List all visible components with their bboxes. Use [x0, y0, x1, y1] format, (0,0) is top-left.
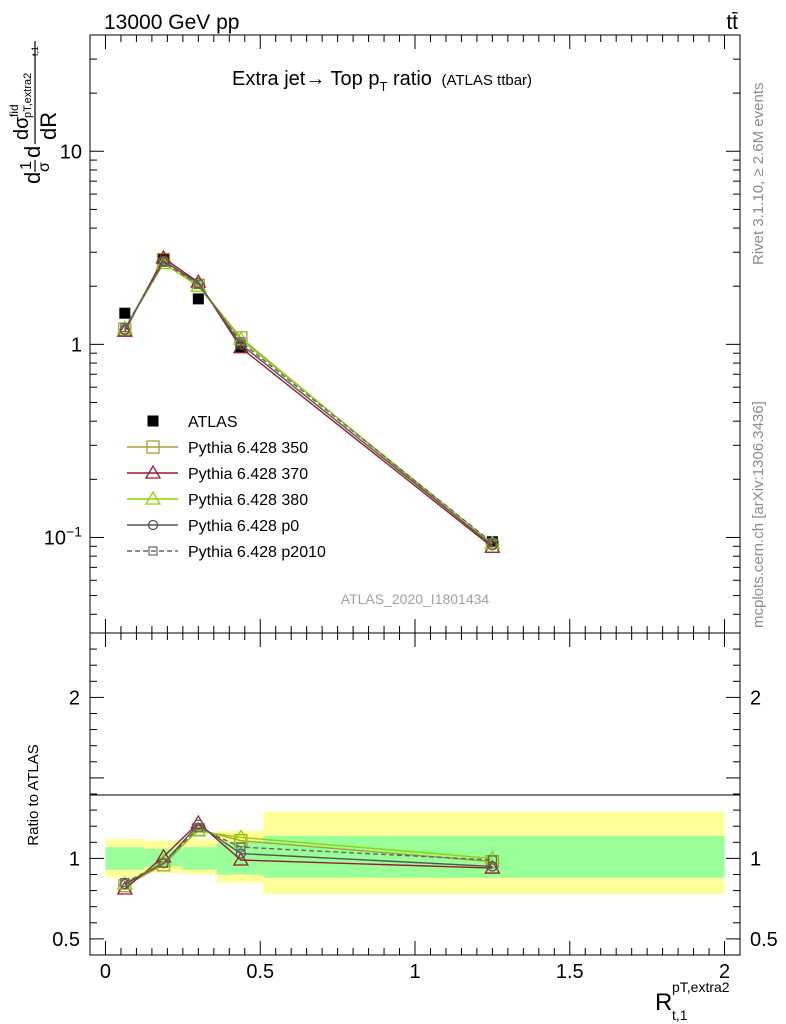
- svg-text:dR: dR: [36, 112, 61, 140]
- svg-text:1: 1: [18, 161, 35, 170]
- legend-label: Pythia 6.428 380: [188, 492, 308, 509]
- ratio-data-point: [484, 859, 501, 874]
- rivet-label: Rivet 3.1.10, ≥ 2.6M events: [750, 83, 767, 266]
- legend-marker: [146, 440, 160, 454]
- legend-marker: [148, 546, 158, 556]
- legend-label: Pythia 6.428 p2010: [188, 544, 326, 561]
- ratio-data-point: [236, 842, 246, 852]
- chart-title: Extra jet→ Top pT ratio (ATLAS ttbar): [232, 68, 532, 94]
- ratio-y-tick-label-left: 0.5: [52, 929, 80, 951]
- svg-text:t,1: t,1: [672, 1007, 688, 1023]
- svg-text:t,1: t,1: [30, 46, 40, 56]
- svg-text:pT,extra2: pT,extra2: [672, 979, 730, 995]
- ratio-data-point: [235, 848, 247, 859]
- main-data-point: [486, 536, 498, 548]
- ratio-data-point: [116, 880, 133, 895]
- legend-marker: [144, 490, 162, 505]
- svg-text:d: d: [20, 172, 45, 184]
- main-y-ticks: [90, 34, 740, 615]
- ratio-data-point: [158, 858, 169, 868]
- x-tick-label: 1.5: [556, 961, 584, 983]
- legend-marker: [144, 464, 162, 479]
- main-data-point: [193, 279, 203, 290]
- ratio-y-ticks: [90, 632, 740, 956]
- x-tick-label: 0: [100, 961, 111, 983]
- main-y-tick-label: 10−1: [44, 523, 82, 549]
- stat-uncertainty-band: [105, 847, 145, 870]
- svg-text:fid: fid: [7, 104, 21, 117]
- x-tick-label: 0.5: [246, 961, 274, 983]
- main-series-line: [124, 256, 493, 548]
- mcplots-label: mcplots.cern.ch [arXiv:1306.3436]: [750, 401, 767, 628]
- ratio-panel: 0.5 0.5 1 1 2 2 0 0.5 1 1.5 2 Ratio to ATLAS R pT,…: [25, 632, 778, 1023]
- ratio-y-tick-label-right: 2: [750, 687, 761, 709]
- main-data-point: [236, 337, 246, 347]
- ratio-y-tick-label-left: 1: [69, 848, 80, 870]
- main-series: [116, 249, 501, 553]
- ratio-series-line: [124, 826, 493, 884]
- svg-text:σ: σ: [36, 162, 53, 172]
- ratio-y-tick-label-right: 1: [750, 848, 761, 870]
- ratio-y-tick-label-right: 0.5: [750, 929, 778, 951]
- ratio-data-point: [120, 877, 130, 888]
- main-data-point: [487, 538, 497, 548]
- stat-uncertainty-band: [182, 847, 217, 870]
- legend: ATLAS Pythia 6.428 350 Pythia 6.428 370 Pyt…: [127, 414, 326, 561]
- ratio-frame: [89, 632, 741, 956]
- legend-label: Pythia 6.428 p0: [188, 518, 299, 535]
- main-series-line: [124, 261, 493, 544]
- ratio-data-point: [193, 823, 203, 833]
- main-x-ticks: [104, 35, 726, 633]
- svg-text:d: d: [20, 146, 45, 158]
- legend-marker: [147, 519, 159, 531]
- ratio-y-axis-label: Ratio to ATLAS: [25, 744, 42, 845]
- ratio-data-point: [487, 855, 497, 865]
- legend-marker: [147, 415, 159, 427]
- main-data-point: [158, 257, 169, 267]
- header-left: 13000 GeV pp: [104, 11, 239, 34]
- legend-label: Pythia 6.428 350: [188, 440, 308, 457]
- legend-label: Pythia 6.428 370: [188, 466, 308, 483]
- ratio-data-point: [232, 851, 250, 866]
- main-data-point: [192, 293, 204, 305]
- ratio-series-line: [124, 830, 493, 885]
- x-axis-label: R pT,extra2 t,1: [655, 979, 730, 1023]
- ratio-series: [116, 814, 501, 895]
- analysis-label: ATLAS_2020_I1801434: [341, 591, 490, 607]
- main-y-tick-label: 10: [60, 141, 82, 163]
- stat-uncertainty-band: [263, 835, 725, 878]
- main-data-point: [120, 323, 130, 333]
- ratio-x-ticks: [104, 633, 726, 955]
- main-y-tick-labels: 10 1 10−1: [44, 141, 82, 549]
- main-panel: 10 1 10−1 Extra jet→ Top pT ratio (ATLAS t…: [7, 34, 741, 634]
- svg-text:pT,extra2: pT,extra2: [22, 73, 34, 118]
- ratio-data-point: [190, 814, 207, 829]
- ratio-data-point: [232, 829, 250, 844]
- legend-label: ATLAS: [188, 414, 238, 431]
- x-tick-label: 1: [409, 961, 420, 983]
- x-tick-label: 2: [719, 961, 730, 983]
- main-data-point: [119, 307, 131, 319]
- header-right: tt̄: [726, 11, 738, 34]
- svg-text:dσ: dσ: [11, 116, 33, 140]
- svg-text:R: R: [655, 989, 672, 1016]
- main-y-axis-label: d 1 σ d dσ fid dR pT,extra2 t,1: [7, 41, 61, 184]
- main-y-tick-label: 1: [71, 334, 82, 356]
- ratio-data-point: [487, 861, 498, 872]
- ratio-y-tick-label-left: 2: [69, 687, 80, 709]
- ratio-tick-labels: 0.5 0.5 1 1 2 2 0 0.5 1 1.5 2: [52, 687, 778, 983]
